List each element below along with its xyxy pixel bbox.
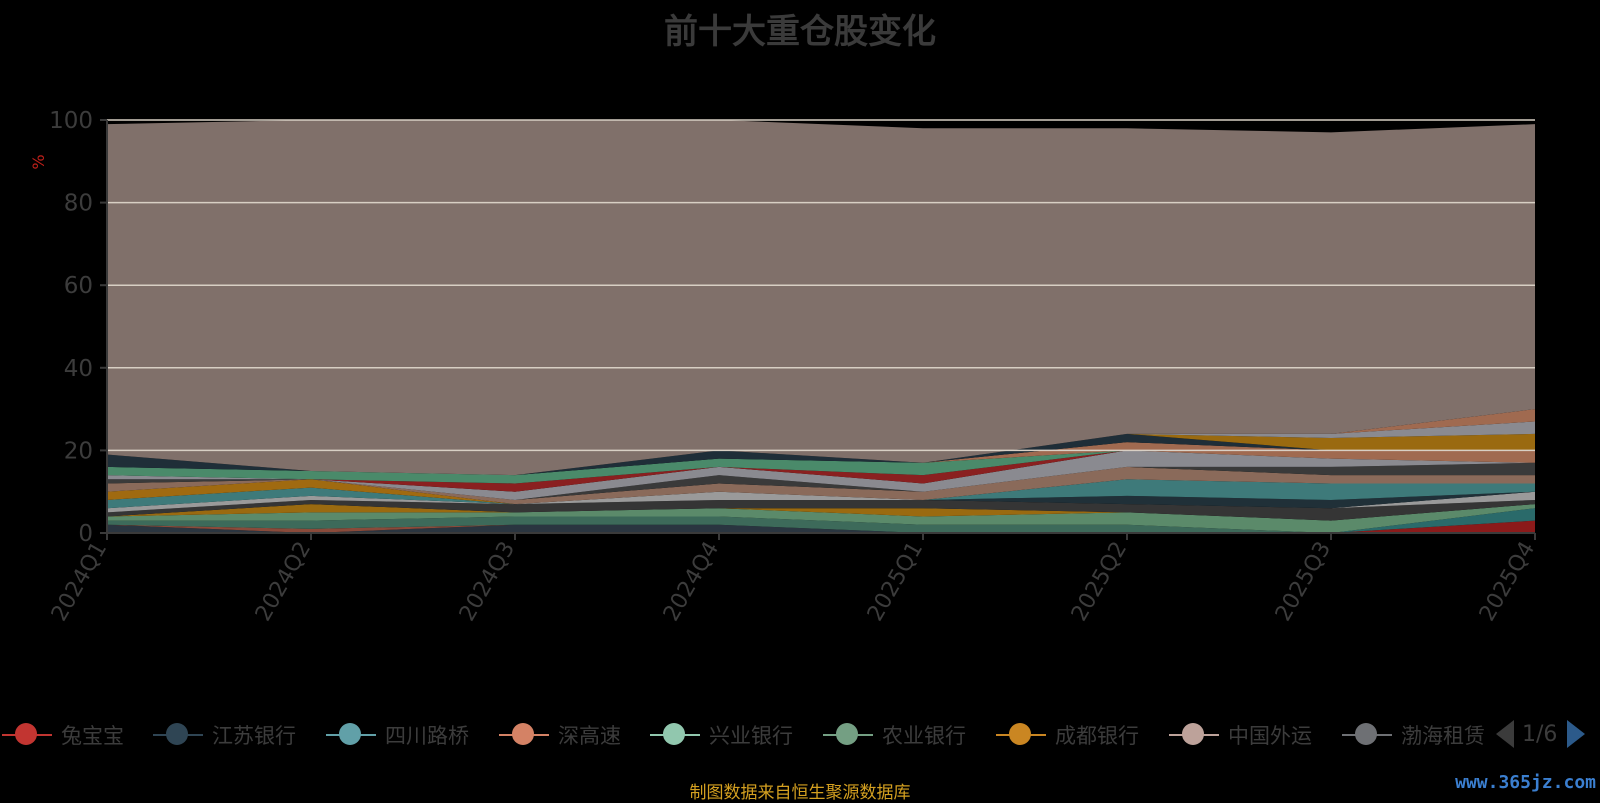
area-series-5: [107, 504, 1535, 533]
area-series-19: [107, 433, 1535, 476]
area-series-9: [107, 491, 1535, 509]
legend-label: 渤海租赁: [1401, 724, 1485, 748]
y-axis-label: %: [29, 154, 48, 169]
y-tick-label: 20: [64, 438, 93, 464]
area-series-10: [107, 479, 1535, 509]
legend-marker-icon: [1342, 722, 1392, 748]
chart-title: 前十大重仓股变化: [664, 12, 936, 52]
y-tick-label: 40: [64, 356, 93, 382]
legend-item[interactable]: 农业银行: [823, 718, 966, 752]
legend-marker-icon: [499, 722, 549, 748]
legend-prev-arrow-icon[interactable]: [1496, 720, 1514, 748]
y-tick-label: 100: [49, 108, 93, 134]
legend-item[interactable]: 兴业银行: [650, 718, 793, 752]
area-series-12: [107, 466, 1535, 505]
plot-area: [107, 120, 1535, 533]
legend-next-arrow-icon[interactable]: [1567, 720, 1586, 748]
x-tick-label: 2024Q4: [659, 538, 724, 626]
legend-label: 农业银行: [882, 724, 966, 748]
area-series-13: [107, 462, 1535, 500]
area-series-16: [107, 450, 1535, 484]
legend-marker-icon: [996, 722, 1046, 748]
x-tick-label: 2025Q1: [863, 538, 928, 626]
legend-items: 兔宝宝 江苏银行 四川路桥 深高速 兴业银行 农业银行 成都银行 中国外运 渤海租赁: [0, 718, 1488, 752]
area-series-3: [107, 516, 1535, 533]
legend-label: 兔宝宝: [61, 724, 124, 748]
legend-marker-icon: [153, 722, 203, 748]
area-series-6: [107, 504, 1535, 521]
area-series-2: [107, 516, 1535, 533]
legend-label: 兴业银行: [709, 724, 793, 748]
grid-lines: [107, 119, 1535, 452]
area-series-11: [107, 479, 1535, 505]
y-tick-label: 60: [64, 273, 93, 299]
legend-item[interactable]: 四川路桥: [326, 718, 469, 752]
area-series-22: [107, 120, 1535, 476]
data-source-note: 制图数据来自恒生聚源数据库: [689, 783, 911, 803]
x-tick-label: 2025Q4: [1475, 538, 1540, 626]
legend-item[interactable]: 渤海租赁: [1342, 718, 1485, 752]
x-tick-label: 2025Q2: [1067, 538, 1132, 626]
legend-label: 四川路桥: [385, 724, 469, 748]
legend-label: 江苏银行: [212, 724, 296, 748]
x-tick-label: 2024Q3: [455, 538, 520, 626]
legend-marker-icon: [1169, 722, 1219, 748]
legend-pager: 1/6: [1496, 716, 1586, 752]
legend-marker-icon: [650, 722, 700, 748]
legend-item[interactable]: 成都银行: [996, 718, 1139, 752]
area-series-8: [107, 491, 1535, 513]
area-series-1: [107, 524, 1535, 533]
legend-marker-icon: [326, 722, 376, 748]
legend-label: 中国外运: [1228, 724, 1312, 748]
x-tick-label: 2024Q1: [47, 538, 112, 626]
legend-marker-icon: [2, 722, 52, 748]
legend-label: 深高速: [558, 724, 621, 748]
x-tick-label: 2024Q2: [251, 538, 316, 626]
y-tick-label: 0: [78, 521, 93, 547]
legend-item[interactable]: 中国外运: [1169, 718, 1312, 752]
watermark: www.365jz.com: [1455, 772, 1596, 793]
legend-page-indicator: 1/6: [1522, 721, 1558, 747]
area-series-14: [107, 450, 1535, 500]
area-series-20: [107, 421, 1535, 476]
legend-label: 成都银行: [1055, 724, 1139, 748]
legend: 兔宝宝 江苏银行 四川路桥 深高速 兴业银行 农业银行 成都银行 中国外运 渤海租赁: [0, 718, 1600, 752]
legend-item[interactable]: 兔宝宝: [2, 718, 124, 752]
legend-item[interactable]: 深高速: [499, 718, 621, 752]
legend-item[interactable]: 江苏银行: [153, 718, 296, 752]
x-tick-label: 2025Q3: [1271, 538, 1336, 626]
y-tick-label: 80: [64, 191, 93, 217]
legend-marker-icon: [823, 722, 873, 748]
